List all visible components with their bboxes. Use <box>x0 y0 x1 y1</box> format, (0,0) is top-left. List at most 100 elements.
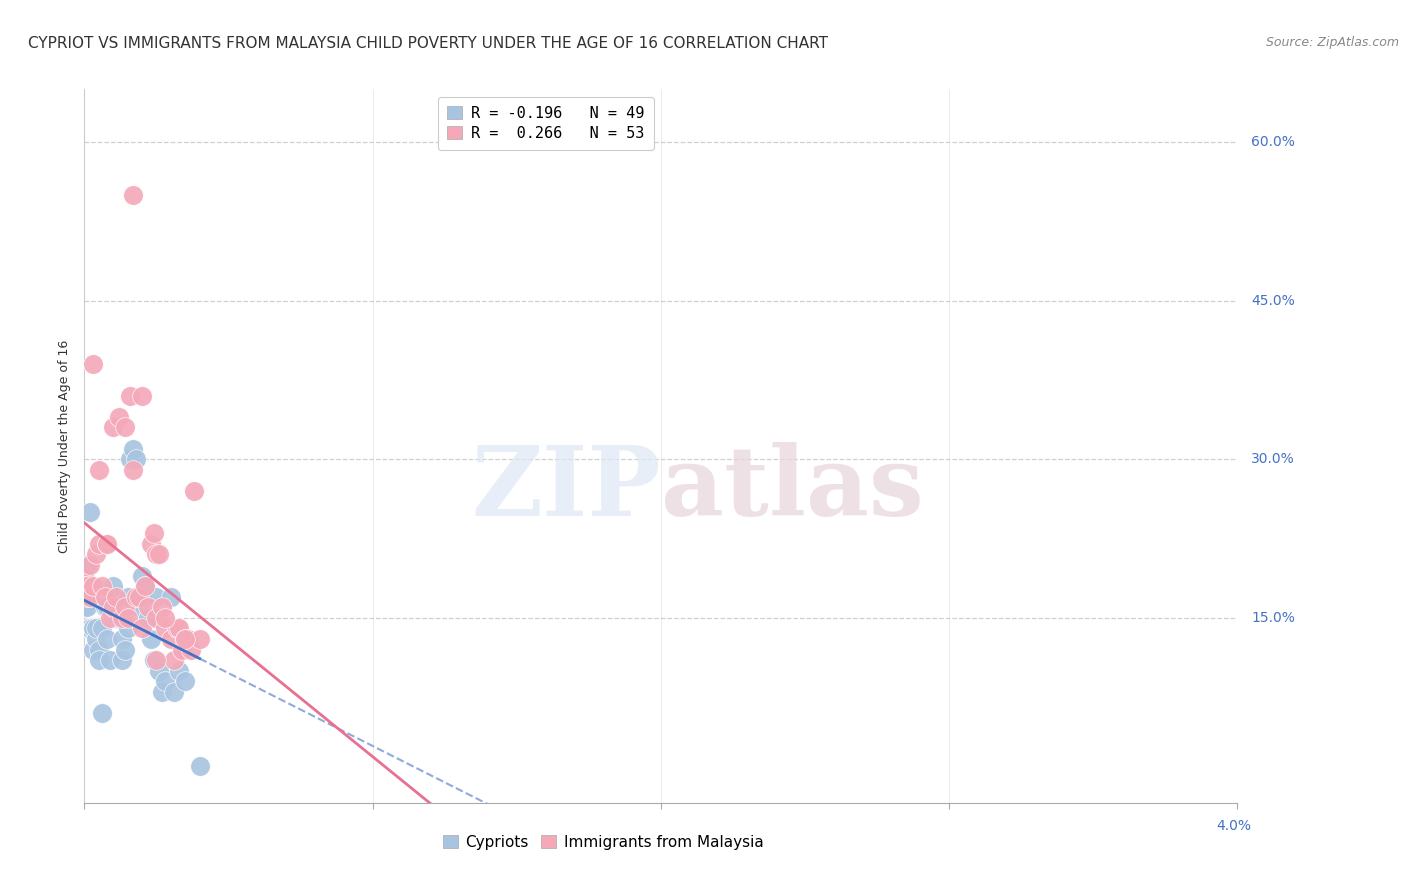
Point <box>114 642 136 657</box>
Point <box>79 621 101 635</box>
Point <box>120 452 142 467</box>
Point <box>96 600 118 615</box>
Point <box>150 600 173 615</box>
Point <box>93 590 115 604</box>
Text: ZIP: ZIP <box>471 442 661 536</box>
Point <box>87 537 110 551</box>
Point <box>105 590 128 604</box>
Point <box>163 685 186 699</box>
Point <box>153 621 176 635</box>
Point <box>125 452 148 467</box>
Point <box>90 579 112 593</box>
Point <box>76 579 98 593</box>
Point <box>120 389 142 403</box>
Point <box>82 357 104 371</box>
Point <box>166 621 188 635</box>
Legend: Cypriots, Immigrants from Malaysia: Cypriots, Immigrants from Malaysia <box>436 829 770 855</box>
Point <box>90 706 112 720</box>
Point <box>177 632 200 646</box>
Point <box>111 632 134 646</box>
Point <box>82 621 104 635</box>
Point <box>153 674 176 689</box>
Y-axis label: Child Poverty Under the Age of 16: Child Poverty Under the Age of 16 <box>58 339 72 553</box>
Point <box>117 621 139 635</box>
Point <box>98 653 121 667</box>
Point <box>108 409 131 424</box>
Point <box>145 611 167 625</box>
Point <box>150 685 173 699</box>
Point <box>174 674 197 689</box>
Point <box>160 632 183 646</box>
Point <box>111 611 134 625</box>
Point <box>93 600 115 615</box>
Point <box>84 621 107 635</box>
Point <box>145 547 167 561</box>
Point <box>134 579 156 593</box>
Point <box>103 611 124 625</box>
Point <box>96 632 118 646</box>
Point <box>87 653 110 667</box>
Point <box>148 664 170 678</box>
Text: 60.0%: 60.0% <box>1251 135 1295 149</box>
Point <box>122 442 145 456</box>
Point <box>82 579 104 593</box>
Text: CYPRIOT VS IMMIGRANTS FROM MALAYSIA CHILD POVERTY UNDER THE AGE OF 16 CORRELATIO: CYPRIOT VS IMMIGRANTS FROM MALAYSIA CHIL… <box>28 36 828 51</box>
Point <box>163 653 186 667</box>
Point <box>145 590 167 604</box>
Point <box>188 632 211 646</box>
Point <box>82 621 104 635</box>
Point <box>153 611 176 625</box>
Point <box>76 590 98 604</box>
Point <box>131 389 153 403</box>
Point <box>87 463 110 477</box>
Point <box>139 537 162 551</box>
Point <box>142 653 165 667</box>
Point <box>117 590 139 604</box>
Point <box>73 579 96 593</box>
Point <box>125 590 148 604</box>
Point <box>73 558 96 572</box>
Point <box>183 483 205 498</box>
Point <box>188 759 211 773</box>
Point <box>98 611 121 625</box>
Point <box>169 621 191 635</box>
Point <box>79 621 101 635</box>
Point <box>122 463 145 477</box>
Point <box>79 590 101 604</box>
Point <box>142 526 165 541</box>
Point <box>87 642 110 657</box>
Point <box>84 547 107 561</box>
Text: Source: ZipAtlas.com: Source: ZipAtlas.com <box>1265 36 1399 49</box>
Point <box>174 632 197 646</box>
Text: 15.0%: 15.0% <box>1251 611 1295 624</box>
Point <box>174 632 197 646</box>
Text: 4.0%: 4.0% <box>1216 819 1251 832</box>
Point <box>128 590 150 604</box>
Point <box>128 600 150 615</box>
Point <box>131 568 153 582</box>
Point <box>172 642 194 657</box>
Point <box>111 653 134 667</box>
Point <box>148 547 170 561</box>
Point <box>114 600 136 615</box>
Point <box>90 621 112 635</box>
Point <box>79 505 101 519</box>
Point <box>73 600 96 615</box>
Text: 45.0%: 45.0% <box>1251 293 1295 308</box>
Point <box>131 621 153 635</box>
Point <box>108 611 131 625</box>
Point <box>131 590 153 604</box>
Point <box>114 420 136 434</box>
Point <box>103 600 124 615</box>
Point <box>139 632 162 646</box>
Text: 30.0%: 30.0% <box>1251 452 1295 467</box>
Point <box>76 600 98 615</box>
Point <box>169 664 191 678</box>
Point <box>76 621 98 635</box>
Point <box>84 632 107 646</box>
Point <box>122 188 145 202</box>
Point <box>79 558 101 572</box>
Point <box>136 611 159 625</box>
Point <box>145 653 167 667</box>
Point <box>136 600 159 615</box>
